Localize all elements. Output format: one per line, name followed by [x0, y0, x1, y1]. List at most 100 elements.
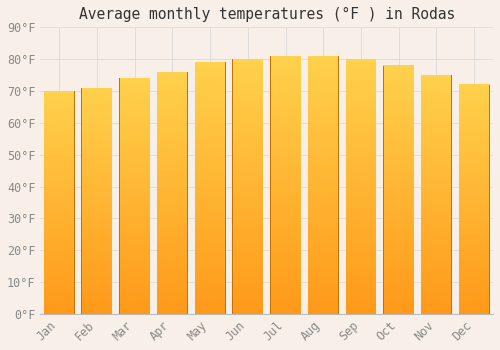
Bar	[458, 160, 490, 161]
Bar	[308, 302, 338, 303]
Bar	[194, 194, 226, 196]
Bar	[194, 298, 226, 299]
Bar	[82, 133, 112, 134]
Bar	[270, 58, 301, 60]
Bar	[157, 158, 188, 159]
Bar	[346, 209, 376, 211]
Bar	[82, 116, 112, 117]
Bar	[346, 245, 376, 246]
Bar	[194, 120, 226, 121]
Bar	[232, 190, 264, 191]
Bar	[421, 247, 452, 248]
Bar	[232, 197, 264, 198]
Bar	[458, 217, 490, 219]
Bar	[421, 180, 452, 181]
Bar	[270, 111, 301, 113]
Bar	[270, 172, 301, 173]
Bar	[346, 126, 376, 128]
Bar	[458, 275, 490, 276]
Bar	[44, 226, 74, 227]
Bar	[308, 177, 338, 178]
Bar	[308, 60, 338, 61]
Bar	[194, 65, 226, 66]
Bar	[346, 249, 376, 250]
Bar	[232, 165, 264, 166]
Bar	[82, 298, 112, 299]
Bar	[346, 160, 376, 161]
Bar	[194, 174, 226, 176]
Bar	[308, 234, 338, 235]
Bar	[157, 196, 188, 198]
Bar	[157, 225, 188, 227]
Bar	[194, 91, 226, 92]
Bar	[232, 275, 264, 277]
Bar	[458, 238, 490, 239]
Bar	[44, 160, 74, 161]
Bar	[308, 151, 338, 153]
Bar	[82, 222, 112, 223]
Bar	[82, 97, 112, 98]
Bar	[270, 146, 301, 147]
Bar	[458, 278, 490, 280]
Bar	[308, 144, 338, 145]
Bar	[157, 231, 188, 233]
Bar	[458, 175, 490, 176]
Bar	[458, 136, 490, 137]
Bar	[82, 162, 112, 163]
Bar	[308, 132, 338, 133]
Bar	[421, 301, 452, 302]
Bar	[194, 218, 226, 219]
Bar	[194, 81, 226, 83]
Bar	[157, 88, 188, 89]
Bar	[458, 244, 490, 245]
Bar	[44, 186, 74, 187]
Bar	[384, 111, 414, 113]
Bar	[232, 157, 264, 159]
Bar	[346, 134, 376, 135]
Bar	[458, 265, 490, 266]
Bar	[346, 142, 376, 143]
Bar	[346, 199, 376, 201]
Bar	[194, 184, 226, 186]
Bar	[44, 116, 74, 117]
Bar	[270, 307, 301, 309]
Bar	[458, 92, 490, 94]
Bar	[44, 310, 74, 312]
Bar	[194, 101, 226, 103]
Bar	[232, 309, 264, 310]
Bar	[44, 104, 74, 105]
Bar	[232, 286, 264, 287]
Bar	[384, 146, 414, 147]
Bar	[119, 229, 150, 230]
Bar	[384, 150, 414, 151]
Bar	[421, 126, 452, 128]
Bar	[157, 72, 188, 73]
Bar	[157, 240, 188, 241]
Bar	[421, 262, 452, 264]
Bar	[421, 308, 452, 309]
Bar	[119, 295, 150, 296]
Bar	[44, 249, 74, 250]
Bar	[384, 95, 414, 97]
Bar	[308, 262, 338, 264]
Bar	[119, 300, 150, 301]
Bar	[458, 151, 490, 152]
Bar	[346, 64, 376, 65]
Bar	[44, 220, 74, 222]
Bar	[384, 193, 414, 195]
Bar	[157, 181, 188, 182]
Bar	[384, 151, 414, 153]
Bar	[346, 153, 376, 155]
Bar	[308, 223, 338, 225]
Bar	[384, 122, 414, 124]
Bar	[346, 223, 376, 225]
Bar	[232, 307, 264, 309]
Bar	[157, 268, 188, 269]
Bar	[232, 218, 264, 220]
Bar	[458, 252, 490, 253]
Bar	[194, 234, 226, 236]
Bar	[384, 135, 414, 136]
Bar	[44, 154, 74, 156]
Bar	[270, 159, 301, 160]
Bar	[458, 140, 490, 141]
